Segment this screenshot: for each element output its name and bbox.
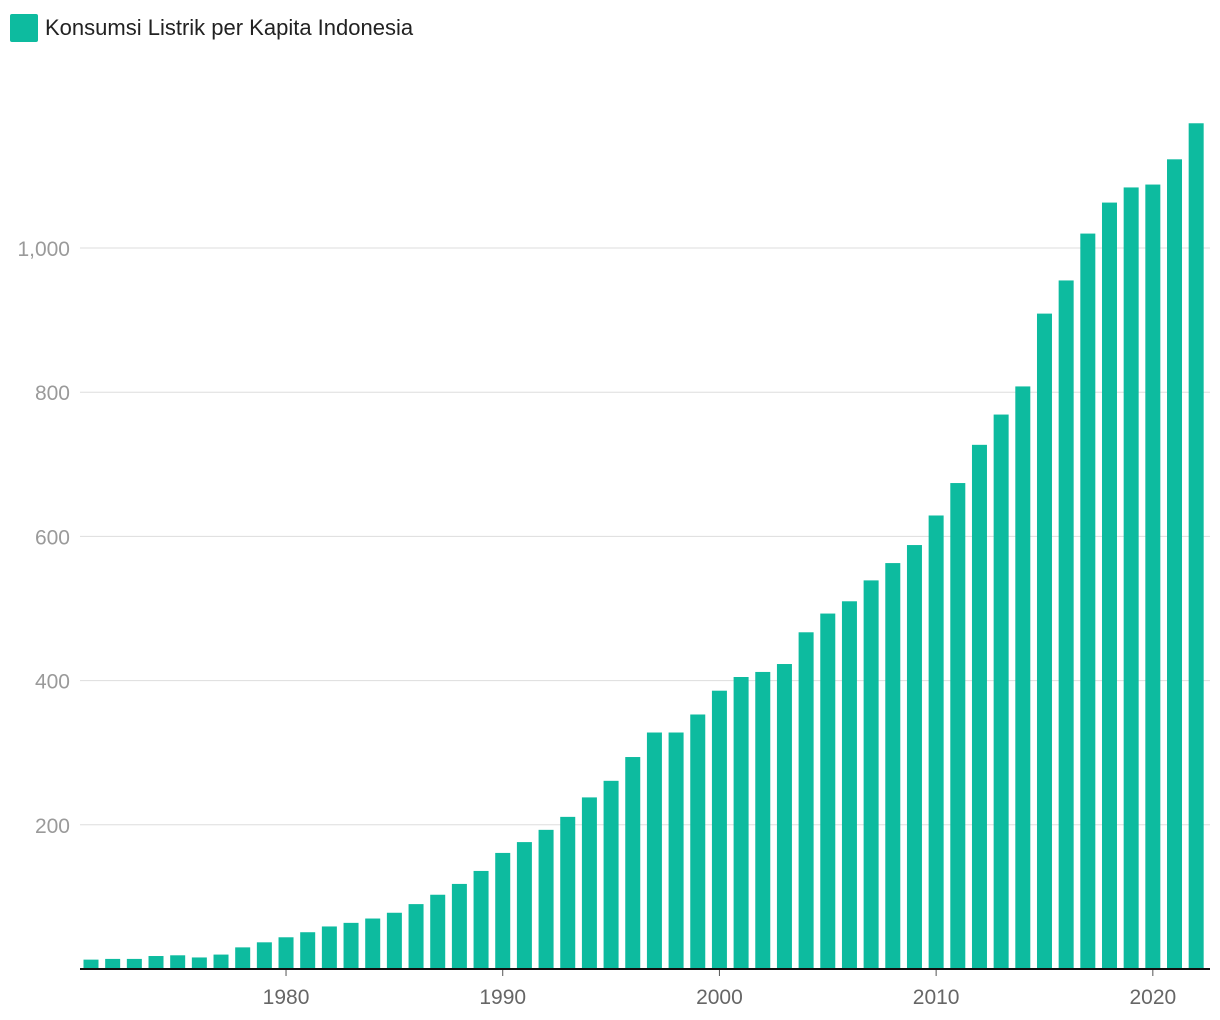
bar xyxy=(235,947,251,969)
x-tick-label: 2000 xyxy=(696,986,743,1009)
bar xyxy=(148,956,164,969)
bar xyxy=(1123,187,1139,969)
legend-swatch xyxy=(10,14,38,42)
bar xyxy=(83,959,99,969)
y-tick-label: 600 xyxy=(35,526,70,549)
bar xyxy=(516,842,532,969)
bar xyxy=(711,690,727,969)
bar xyxy=(191,957,207,969)
bar xyxy=(993,414,1009,969)
bars xyxy=(83,123,1204,970)
bar xyxy=(755,671,771,969)
x-tick-label: 1990 xyxy=(479,986,526,1009)
bar xyxy=(300,932,316,969)
bar xyxy=(690,714,706,969)
bar xyxy=(365,918,381,969)
bar xyxy=(170,955,186,969)
bar xyxy=(343,922,359,969)
y-tick-label: 400 xyxy=(35,671,70,694)
bar xyxy=(386,912,402,969)
bar xyxy=(495,852,511,969)
y-tick-label: 200 xyxy=(35,815,70,838)
bar xyxy=(646,732,662,969)
bar xyxy=(971,444,987,970)
bar xyxy=(473,870,489,969)
bar xyxy=(885,563,901,969)
bar xyxy=(1101,202,1117,969)
bar xyxy=(928,515,944,969)
x-axis-ticks: 1980 1990 2000 2010 2020 xyxy=(263,969,1176,1009)
bar xyxy=(126,958,142,969)
x-tick-label: 2020 xyxy=(1129,986,1176,1009)
bar xyxy=(1145,184,1161,970)
bar xyxy=(538,829,554,969)
bar xyxy=(581,797,597,969)
bar xyxy=(668,732,684,969)
x-tick-label: 1980 xyxy=(263,986,310,1009)
bar xyxy=(1188,123,1204,969)
x-tick-label: 2010 xyxy=(913,986,960,1009)
bar xyxy=(451,883,467,969)
bar xyxy=(863,580,879,969)
bar xyxy=(321,926,337,969)
bar xyxy=(1058,280,1074,969)
bar xyxy=(408,904,424,969)
bar xyxy=(1036,313,1052,969)
bar xyxy=(798,632,814,969)
bar xyxy=(820,613,836,969)
bar xyxy=(560,816,576,969)
bar xyxy=(105,958,121,969)
bar xyxy=(841,601,857,969)
bar xyxy=(1080,233,1096,969)
legend: Konsumsi Listrik per Kapita Indonesia xyxy=(10,13,413,43)
bar xyxy=(256,942,272,969)
bar xyxy=(603,780,619,969)
y-tick-label: 800 xyxy=(35,382,70,405)
bar xyxy=(906,545,922,969)
bar xyxy=(1167,159,1182,969)
bar xyxy=(733,677,749,969)
bar xyxy=(278,937,294,969)
bar xyxy=(625,757,641,969)
y-tick-label: 1,000 xyxy=(17,238,70,261)
y-axis-ticks: 200 400 600 800 1,000 xyxy=(17,238,70,838)
bar xyxy=(430,894,446,969)
bar xyxy=(1015,386,1031,969)
bar xyxy=(950,483,966,969)
legend-label: Konsumsi Listrik per Kapita Indonesia xyxy=(45,15,414,40)
bar xyxy=(213,954,229,969)
bar xyxy=(776,664,792,969)
